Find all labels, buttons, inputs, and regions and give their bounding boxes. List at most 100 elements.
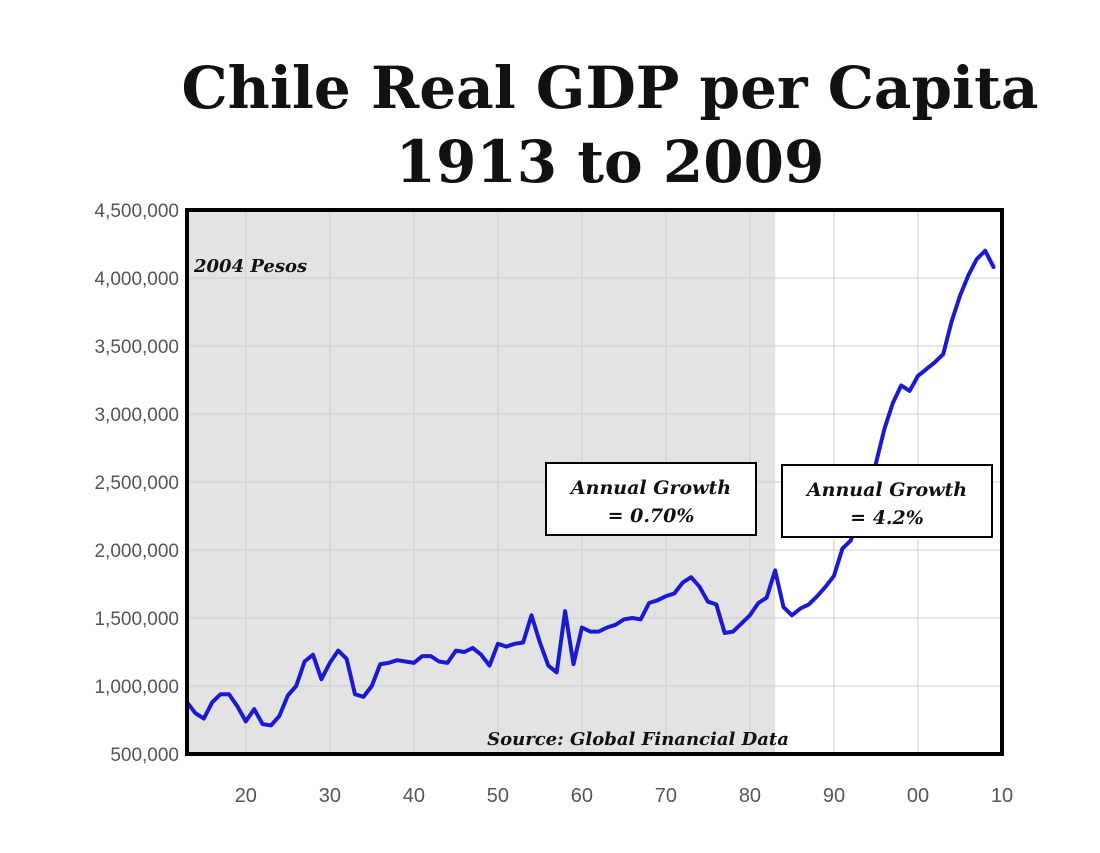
data-point — [874, 461, 878, 465]
data-point — [849, 538, 853, 543]
annotation-value: = 4.2% — [850, 507, 924, 529]
data-point — [412, 661, 416, 665]
y-tick-label: 3,000,000 — [94, 405, 179, 426]
data-point — [345, 657, 349, 661]
data-point — [202, 717, 206, 721]
data-point — [815, 594, 819, 598]
data-point — [714, 602, 718, 607]
data-point — [227, 692, 231, 696]
data-point — [311, 653, 315, 657]
data-point — [210, 700, 214, 704]
data-point — [361, 695, 366, 699]
data-point — [563, 609, 567, 613]
data-point — [613, 623, 618, 627]
data-point — [319, 677, 324, 681]
y-axis-ticks: 500,000 1,000,000 1,500,000 2,000,000 2,500,… — [94, 201, 179, 766]
data-point — [924, 367, 928, 371]
data-point — [773, 568, 777, 573]
data-point — [395, 658, 399, 662]
y-tick-label: 1,000,000 — [94, 677, 179, 698]
data-point — [513, 642, 517, 646]
data-point — [193, 711, 198, 715]
data-point — [328, 661, 332, 665]
data-point — [907, 389, 912, 393]
data-point — [521, 640, 525, 645]
data-point — [639, 617, 643, 621]
units-note: 2004 Pesos — [193, 256, 307, 277]
data-point — [916, 374, 920, 378]
data-point — [370, 684, 374, 688]
x-tick-label: 20 — [235, 785, 257, 807]
annotation-value: = 0.70% — [608, 505, 695, 527]
data-point — [605, 625, 609, 630]
x-tick-label: 00 — [907, 785, 929, 807]
data-point — [538, 640, 542, 645]
data-point — [991, 265, 996, 269]
x-tick-label: 40 — [403, 785, 425, 807]
y-tick-label: 3,500,000 — [94, 337, 179, 358]
data-point — [748, 613, 752, 617]
data-point — [555, 670, 559, 675]
data-point — [353, 692, 357, 696]
data-point — [429, 654, 433, 658]
y-tick-label: 4,500,000 — [94, 201, 179, 222]
data-point — [219, 692, 223, 696]
data-point — [487, 664, 492, 668]
data-point — [336, 649, 340, 653]
x-tick-label: 10 — [991, 785, 1013, 807]
data-point — [269, 723, 273, 728]
data-point — [496, 642, 500, 646]
data-point — [655, 598, 660, 602]
plot-border — [185, 208, 1004, 756]
data-point — [664, 594, 668, 598]
data-point — [580, 625, 584, 630]
annotation-box-pre-1983: Annual Growth = 0.70% — [545, 462, 757, 536]
data-point — [420, 654, 424, 658]
data-point — [966, 273, 970, 277]
data-point — [899, 383, 903, 388]
data-point — [571, 662, 576, 666]
data-point — [798, 606, 802, 611]
data-point — [479, 653, 483, 657]
data-point — [445, 661, 450, 665]
data-point — [731, 630, 735, 634]
data-point — [588, 630, 592, 634]
data-point — [840, 547, 844, 551]
source-note: Source: Global Financial Data — [487, 729, 789, 750]
x-tick-label: 50 — [487, 785, 509, 807]
y-tick-label: 2,500,000 — [94, 473, 179, 494]
annotation-label: Annual Growth — [569, 477, 731, 499]
y-tick-label: 2,000,000 — [94, 541, 179, 562]
data-point — [529, 613, 534, 617]
data-point — [437, 659, 441, 664]
data-point — [303, 659, 307, 664]
data-point — [378, 662, 382, 666]
x-tick-label: 60 — [571, 785, 593, 807]
data-point — [454, 649, 458, 653]
data-point — [471, 646, 475, 650]
data-point — [882, 427, 886, 431]
data-point — [832, 574, 836, 578]
data-point — [403, 659, 408, 664]
data-point — [235, 704, 240, 709]
x-tick-label: 30 — [319, 785, 341, 807]
data-point — [723, 631, 727, 635]
data-point — [706, 600, 710, 604]
data-point — [244, 719, 248, 723]
data-point — [807, 602, 811, 607]
data-point — [387, 661, 391, 665]
data-point — [277, 714, 282, 718]
chart-subtitle: 1913 to 2009 — [396, 128, 825, 196]
data-point — [790, 613, 794, 617]
data-point — [261, 722, 265, 726]
data-point — [765, 596, 769, 600]
data-point — [294, 684, 298, 688]
data-point — [933, 360, 937, 364]
data-point — [697, 585, 702, 589]
y-tick-label: 4,000,000 — [94, 269, 179, 290]
chart-title: Chile Real GDP per Capita — [182, 54, 1039, 122]
data-point — [975, 257, 979, 261]
data-point — [739, 621, 744, 626]
annotation-box-post-1983: Annual Growth = 4.2% — [781, 464, 993, 538]
